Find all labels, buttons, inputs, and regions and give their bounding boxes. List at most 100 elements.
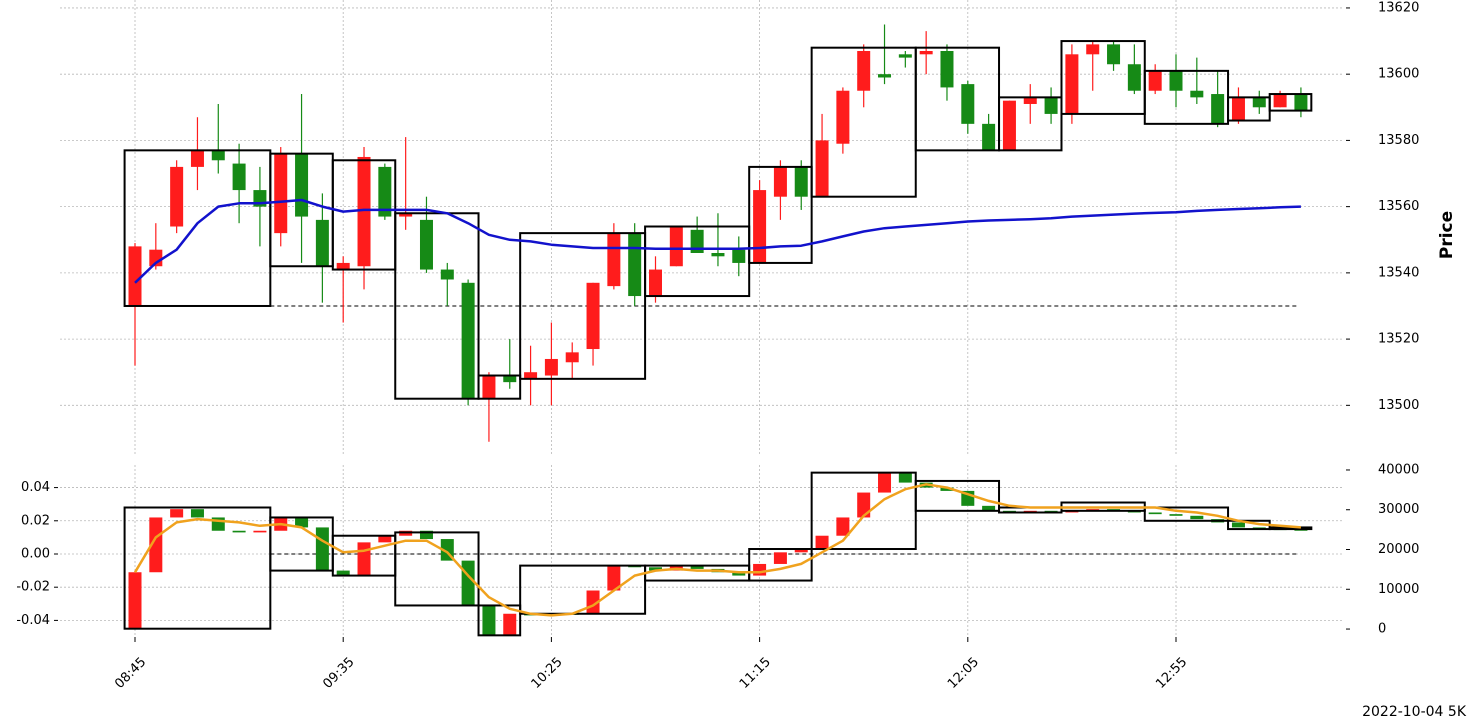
y-tick-label: 13500 bbox=[1378, 398, 1419, 413]
candle-body bbox=[1086, 44, 1100, 55]
y-tick-label: 13540 bbox=[1378, 265, 1419, 280]
candle-body bbox=[253, 530, 267, 533]
candle-body bbox=[753, 563, 767, 576]
candle-body bbox=[1148, 70, 1162, 91]
candle-body bbox=[607, 565, 621, 591]
candle-body bbox=[690, 229, 704, 253]
y-tick-label: 0.00 bbox=[21, 546, 50, 561]
candle-body bbox=[1252, 97, 1266, 108]
y-tick-label: -0.02 bbox=[16, 580, 50, 595]
range-box bbox=[914, 479, 1001, 512]
candle-body bbox=[628, 233, 642, 297]
candle-body bbox=[1273, 94, 1287, 108]
candle-body bbox=[669, 226, 683, 267]
candle-body bbox=[1044, 97, 1058, 114]
y-axis-label: Price bbox=[1437, 211, 1457, 259]
candle-body bbox=[649, 269, 662, 297]
y-tick-label: -0.04 bbox=[16, 613, 50, 628]
candle-body bbox=[336, 570, 350, 576]
candle-body bbox=[336, 262, 350, 270]
range-box bbox=[123, 506, 272, 630]
candle-body bbox=[898, 472, 912, 483]
y-tick-label: 13560 bbox=[1378, 199, 1419, 214]
moving-average-line bbox=[133, 483, 1301, 617]
candle-body bbox=[1065, 54, 1079, 114]
candle-body bbox=[1148, 512, 1162, 515]
candle-body bbox=[170, 166, 184, 227]
candle-body bbox=[857, 492, 871, 518]
candle-body bbox=[711, 252, 725, 257]
candle-body bbox=[461, 282, 475, 399]
candle-body bbox=[794, 549, 808, 553]
candle-body bbox=[544, 358, 558, 376]
candle-body bbox=[794, 166, 808, 197]
range-box bbox=[519, 232, 647, 380]
candle-body bbox=[1190, 90, 1204, 98]
x-tick-label: 09:35 bbox=[320, 655, 357, 692]
y2-tick-label: 10000 bbox=[1378, 582, 1419, 597]
x-tick-label: 12:55 bbox=[1153, 655, 1190, 692]
candle-body bbox=[1211, 94, 1225, 124]
candle-body bbox=[982, 123, 996, 151]
y-tick-label: 13620 bbox=[1378, 0, 1419, 15]
candle-body bbox=[315, 527, 329, 571]
candle-body bbox=[378, 166, 392, 217]
candle-body bbox=[1231, 97, 1245, 121]
range-box bbox=[748, 548, 813, 582]
y-tick-label: 0.02 bbox=[21, 513, 50, 528]
candle-body bbox=[274, 153, 288, 234]
footer-annotation: 2022-10-04 5K bbox=[1362, 704, 1467, 720]
candle-body bbox=[878, 74, 892, 78]
x-tick-label: 08:45 bbox=[112, 655, 149, 692]
candle-body bbox=[732, 572, 746, 576]
candle-body bbox=[565, 352, 579, 363]
y-tick-label: 13520 bbox=[1378, 332, 1419, 347]
candle-body bbox=[1023, 97, 1037, 104]
candle-body bbox=[419, 530, 433, 540]
candle-body bbox=[815, 535, 829, 550]
x-tick-label: 12:05 bbox=[945, 655, 982, 692]
candle-body bbox=[815, 140, 829, 197]
candle-body bbox=[1294, 94, 1308, 111]
candle-body bbox=[836, 90, 850, 144]
candle-body bbox=[961, 84, 975, 124]
candle-body bbox=[190, 150, 204, 167]
candle-body bbox=[190, 509, 204, 518]
candle-body bbox=[232, 163, 246, 191]
candle-body bbox=[211, 150, 225, 161]
candle-body bbox=[586, 282, 600, 350]
candle-body bbox=[919, 50, 933, 55]
candle-body bbox=[732, 249, 746, 263]
candle-body bbox=[149, 517, 163, 573]
x-tick-label: 10:25 bbox=[529, 655, 566, 692]
candle-body bbox=[503, 613, 517, 636]
y2-tick-label: 0 bbox=[1378, 622, 1386, 637]
range-box bbox=[1268, 93, 1313, 112]
candle-body bbox=[357, 542, 371, 576]
candle-body bbox=[1127, 64, 1141, 91]
candle-body bbox=[836, 517, 850, 536]
candle-body bbox=[898, 54, 912, 58]
candle-body bbox=[773, 552, 787, 564]
candle-body bbox=[690, 565, 704, 569]
candle-body bbox=[461, 560, 475, 606]
candle-body bbox=[857, 50, 871, 91]
candle-body bbox=[170, 509, 184, 518]
candle-body bbox=[940, 50, 954, 88]
y2-tick-label: 30000 bbox=[1378, 502, 1419, 517]
candle-body bbox=[773, 166, 787, 197]
candle-body bbox=[419, 219, 433, 270]
candle-body bbox=[1002, 100, 1016, 151]
candle-body bbox=[128, 572, 142, 629]
range-box bbox=[1143, 506, 1230, 522]
candle-body bbox=[482, 605, 496, 636]
candle-body bbox=[1231, 522, 1245, 528]
candle-body bbox=[524, 372, 538, 379]
candle-body bbox=[315, 219, 329, 267]
y-tick-label: 13580 bbox=[1378, 133, 1419, 148]
candle-body bbox=[607, 233, 621, 287]
range-box bbox=[477, 604, 522, 637]
candle-body bbox=[378, 535, 392, 543]
y-tick-label: 0.04 bbox=[21, 480, 50, 495]
